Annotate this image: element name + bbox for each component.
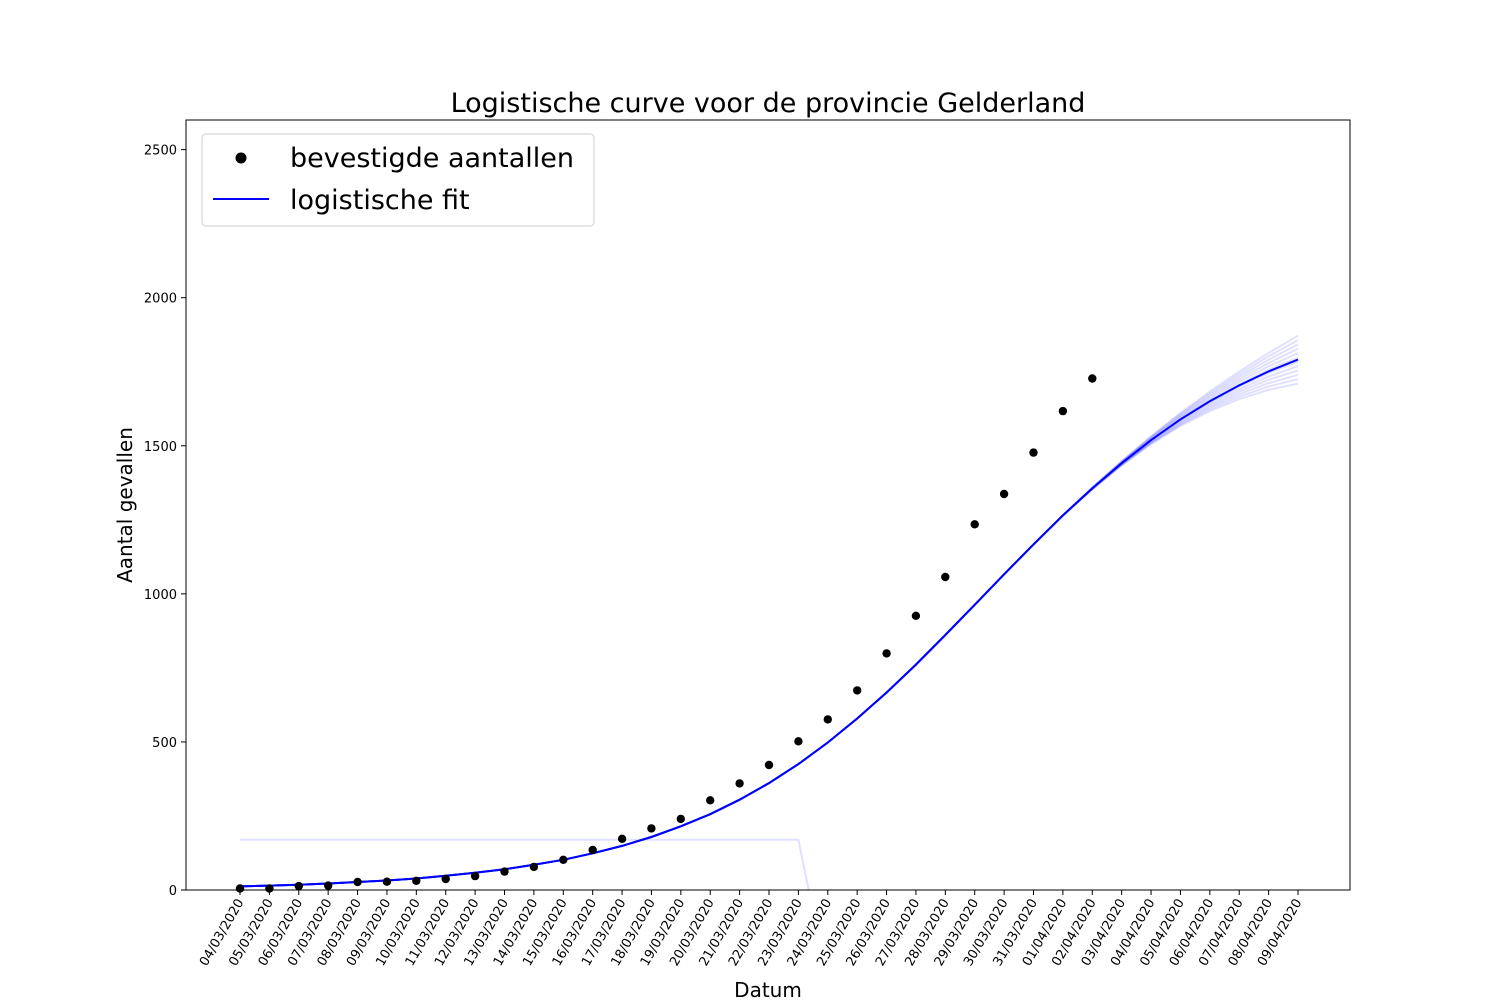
- data-point: [941, 572, 950, 582]
- data-point: [970, 520, 979, 529]
- data-point: [588, 845, 597, 855]
- legend-box: [201, 133, 595, 227]
- ensemble-fit-line: [239, 352, 1299, 888]
- data-point: [529, 862, 539, 872]
- legend-label-fit: logistische fit: [290, 185, 470, 216]
- fit-line: [239, 358, 1299, 888]
- data-point: [794, 737, 803, 746]
- data-point: [882, 649, 891, 658]
- data-point: [764, 760, 774, 770]
- axes-frame: [185, 119, 1351, 891]
- plot-area: [235, 334, 1299, 893]
- data-point: [1029, 448, 1038, 457]
- data-point: [617, 834, 627, 843]
- data-point: [823, 715, 832, 724]
- data-point: [911, 611, 921, 620]
- ensemble-fit-line: [239, 382, 1299, 888]
- y-axis-label: Aantal gevallen: [113, 427, 137, 583]
- data-point: [706, 796, 715, 805]
- legend: bevestigde aantallen logistische fit: [201, 133, 595, 227]
- data-point: [265, 884, 274, 893]
- data-point: [647, 824, 656, 833]
- data-point: [500, 867, 509, 876]
- y-tick-label: 2500: [144, 144, 177, 159]
- data-point: [235, 884, 245, 893]
- data-point: [735, 779, 744, 788]
- data-point: [559, 855, 568, 864]
- data-point: [676, 814, 685, 824]
- y-tick-label: 1500: [144, 440, 177, 455]
- legend-marker-points: [235, 152, 247, 164]
- ensemble-outlier-line: [240, 838, 810, 891]
- ensemble-fit-line: [239, 347, 1299, 888]
- y-tick-label: 0: [169, 884, 177, 899]
- ensemble-fit-line: [239, 365, 1299, 888]
- data-point: [324, 881, 333, 890]
- data-point: [1058, 406, 1068, 416]
- ensemble-fit-line: [239, 356, 1299, 888]
- ensemble-fit-line: [239, 334, 1299, 888]
- ensemble-fit-line: [239, 339, 1299, 888]
- legend-label-points: bevestigde aantallen: [290, 143, 574, 174]
- y-tick-label: 1000: [144, 588, 177, 603]
- data-point: [470, 871, 480, 881]
- data-point: [853, 686, 862, 695]
- axes: 0500100015002000250004/03/202005/03/2020…: [144, 119, 1351, 969]
- data-point: [441, 874, 450, 884]
- x-axis-label: Datum: [734, 978, 802, 1000]
- data-point: [353, 877, 362, 887]
- y-tick-label: 500: [152, 736, 177, 751]
- chart-title: Logistische curve voor de provincie Geld…: [451, 88, 1086, 119]
- data-point: [382, 877, 392, 886]
- data-point: [412, 876, 421, 885]
- ensemble-fit-line: [239, 378, 1299, 888]
- y-tick-label: 2000: [144, 292, 177, 307]
- data-point: [999, 489, 1009, 499]
- data-point: [294, 881, 303, 891]
- data-point: [1088, 374, 1097, 383]
- ensemble-fit-line: [239, 360, 1299, 888]
- ensemble-fit-line: [239, 343, 1299, 888]
